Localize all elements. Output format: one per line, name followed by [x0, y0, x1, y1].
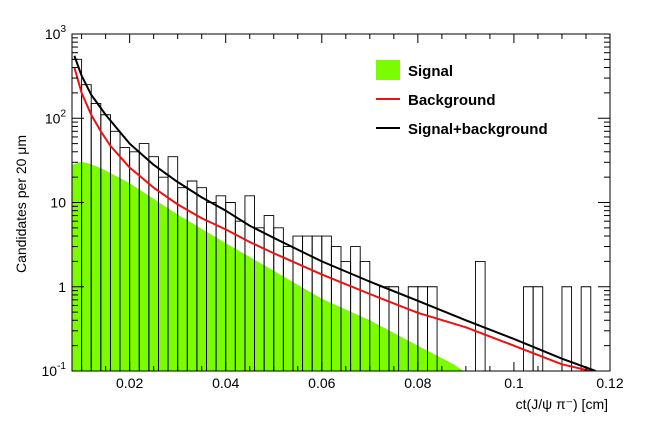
x-tick-label: 0.06	[308, 375, 335, 391]
histogram-bin	[580, 286, 592, 371]
legend-label-signal: Signal	[408, 63, 453, 80]
y-tick-label: 10-1	[42, 361, 67, 379]
series-area-group	[72, 162, 464, 371]
series-background-line	[73, 67, 592, 371]
histogram-bin	[359, 260, 371, 371]
x-tick-label: 0.12	[596, 375, 623, 391]
x-tick-label: 0.04	[212, 375, 239, 391]
y-tick-label: 102	[45, 108, 67, 126]
y-tick-label: 1	[58, 279, 66, 295]
histogram-bin	[561, 286, 573, 371]
series-signal-background-line	[73, 55, 596, 371]
series-lines-group	[73, 55, 596, 371]
axes-group: 0.02 0.04 0.06 0.08 0.1 0.12 10-1 1 10 102 103 ct(J…	[13, 24, 624, 412]
series-signal-area	[72, 162, 464, 371]
y-tick-label: 103	[45, 24, 67, 42]
legend-label-signal-background: Signal+background	[408, 121, 548, 138]
x-tick-label: 0.02	[116, 375, 143, 391]
histogram-bin	[532, 286, 544, 371]
legend: Signal Background Signal+background	[376, 60, 548, 138]
x-axis-title: ct(J/ψ π⁻) [cm]	[516, 396, 608, 412]
y-axis-title: Candidates per 20 μm	[13, 135, 29, 273]
histogram-bin	[388, 286, 400, 371]
histogram-bin	[427, 286, 438, 371]
y-tick-label: 10	[50, 195, 66, 211]
histogram-bin	[475, 260, 486, 371]
legend-swatch-signal	[376, 60, 400, 80]
x-tick-label: 0.08	[404, 375, 431, 391]
legend-label-background: Background	[408, 92, 496, 109]
x-tick-label: 0.1	[504, 375, 524, 391]
